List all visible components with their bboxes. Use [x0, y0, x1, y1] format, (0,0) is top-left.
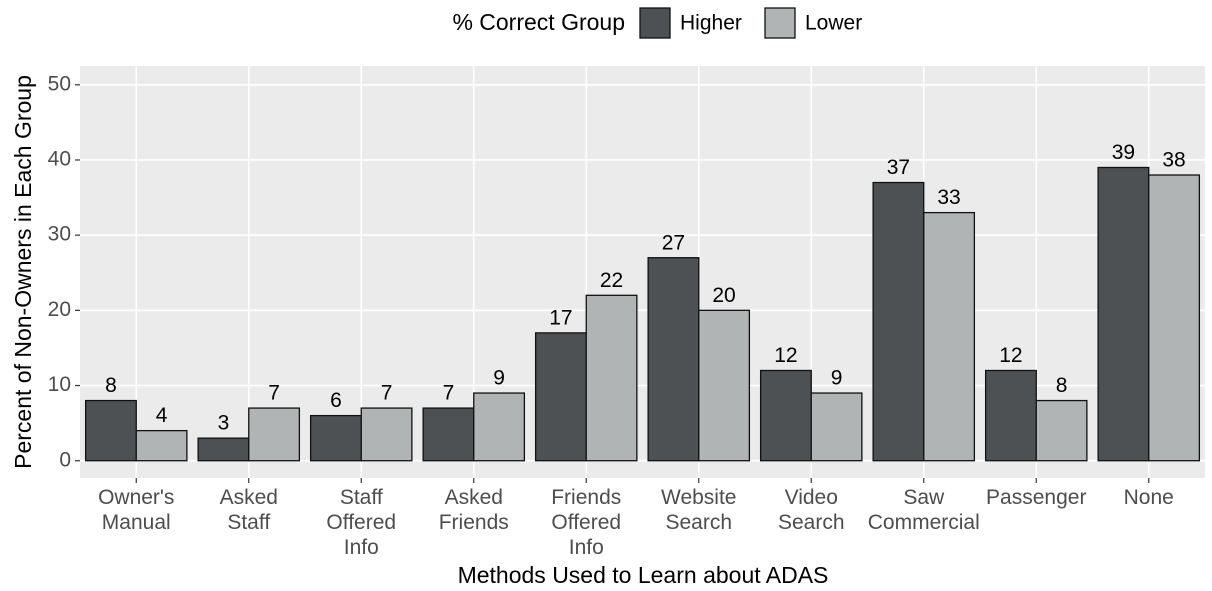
x-tick-label: Website Search [661, 486, 737, 534]
bar [810, 392, 863, 462]
bar [872, 181, 925, 462]
value-label: 8 [1056, 374, 1068, 397]
x-tick-label: Video Search [777, 486, 845, 534]
value-label: 39 [1112, 141, 1135, 164]
y-tick-label: 20 [48, 298, 71, 321]
bar [135, 429, 188, 462]
value-label: 17 [549, 306, 572, 329]
x-tick-label: None [1123, 486, 1174, 509]
value-label: 37 [887, 156, 910, 179]
x-tick-label: Asked Staff [219, 486, 278, 534]
y-tick-label: 10 [48, 373, 71, 396]
x-tick-label: Passenger [986, 486, 1087, 509]
value-label: 12 [774, 344, 797, 367]
bar [360, 407, 413, 462]
x-tick-label: Friends Offered Info [551, 486, 622, 559]
bar [759, 369, 812, 462]
value-label: 38 [1162, 149, 1185, 172]
bar [309, 414, 362, 462]
value-label: 33 [937, 186, 960, 209]
bar [248, 407, 301, 462]
bar [1097, 166, 1150, 462]
legend-label: Lower [805, 12, 862, 35]
value-label: 7 [381, 382, 393, 405]
bar [1035, 399, 1088, 462]
bar [585, 294, 638, 462]
bar [534, 332, 587, 462]
value-label: 7 [443, 382, 455, 405]
value-label: 8 [105, 374, 117, 397]
bar [984, 369, 1037, 462]
bar [923, 211, 976, 462]
y-tick-label: 50 [48, 72, 71, 95]
bar [647, 257, 700, 462]
y-tick-label: 40 [48, 148, 71, 171]
bar [1148, 174, 1201, 462]
value-label: 7 [268, 382, 280, 405]
legend-label: Higher [680, 12, 742, 35]
legend-title: % Correct Group [452, 9, 625, 35]
value-label: 22 [600, 269, 623, 292]
legend-swatch [764, 7, 796, 39]
x-tick-label: Asked Friends [438, 486, 509, 534]
bar [422, 407, 475, 462]
legend-swatch [639, 7, 671, 39]
y-tick-label: 0 [59, 448, 71, 471]
value-label: 3 [218, 412, 230, 435]
value-label: 9 [831, 367, 843, 390]
x-axis-title: Methods Used to Learn about ADAS [458, 562, 829, 588]
x-tick-label: Staff Offered Info [326, 486, 397, 559]
bar [473, 392, 526, 462]
value-label: 12 [999, 344, 1022, 367]
x-tick-label: Saw Commercial [867, 486, 980, 534]
y-tick-label: 30 [48, 223, 71, 246]
value-label: 6 [330, 389, 342, 412]
bar [698, 309, 751, 462]
bar [197, 437, 250, 462]
value-label: 20 [712, 284, 735, 307]
value-label: 4 [156, 404, 168, 427]
y-axis-title: Percent of Non-Owners in Each Group [10, 75, 36, 469]
bar [84, 399, 137, 462]
x-tick-label: Owner's Manual [98, 486, 175, 534]
value-label: 9 [493, 367, 505, 390]
value-label: 27 [662, 231, 685, 254]
